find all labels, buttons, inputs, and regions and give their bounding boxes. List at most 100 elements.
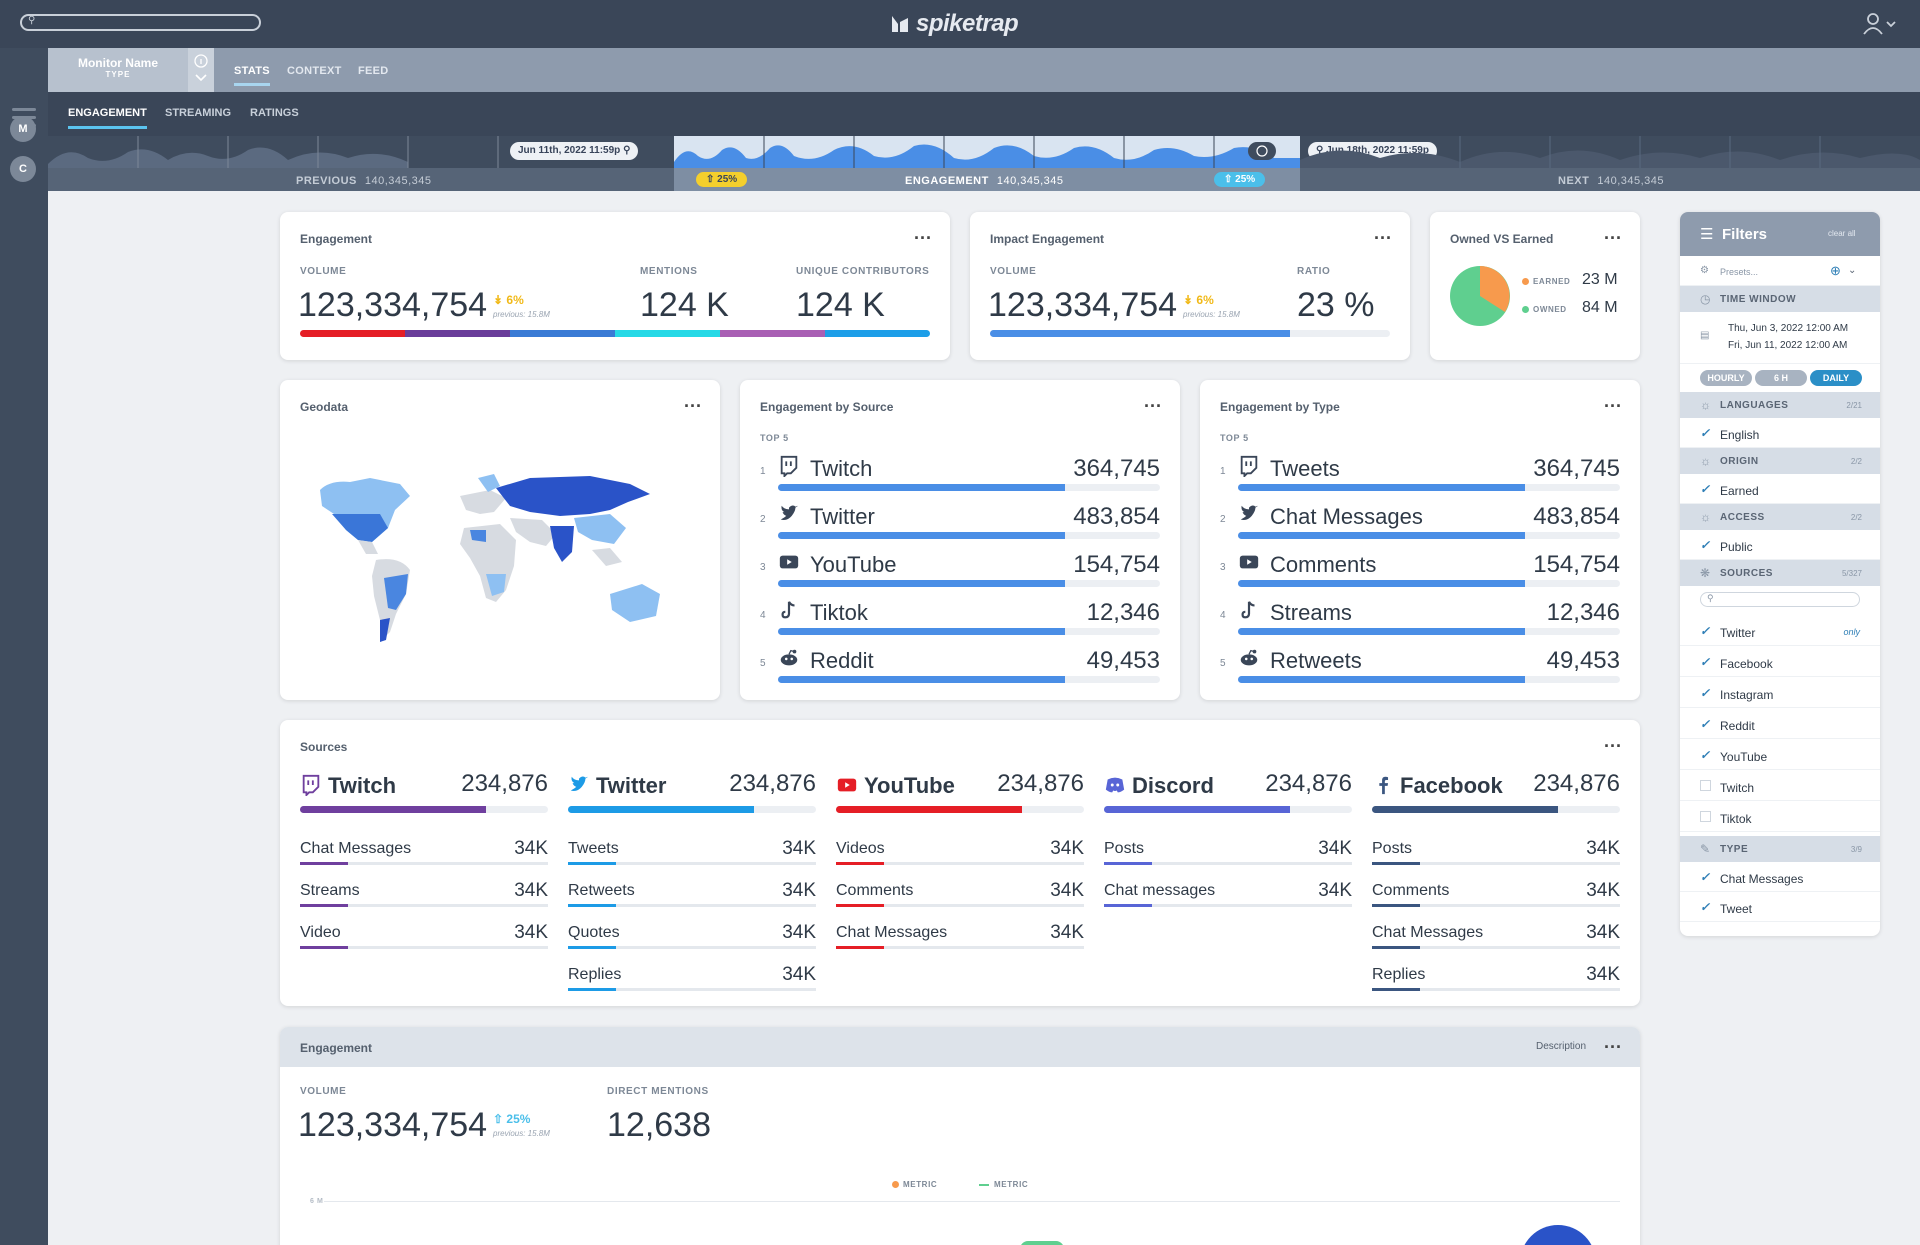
filter-option[interactable]: ✓ Public bbox=[1680, 530, 1880, 560]
ranking-row[interactable]: 5 Reddit 49,453 bbox=[740, 647, 1180, 691]
item-value: 483,854 bbox=[1533, 503, 1620, 530]
item-name: Streams bbox=[1270, 600, 1352, 625]
ranking-row[interactable]: 5 Retweets 49,453 bbox=[1200, 647, 1640, 691]
ranking-row[interactable]: 3 YouTube 154,754 bbox=[740, 551, 1180, 595]
source-column-discord[interactable]: Discord 234,876 Posts 34K Chat messages 34K bbox=[1104, 770, 1352, 1000]
start-date: Jun 11th, 2022 11:59p bbox=[518, 145, 621, 156]
ranking-row[interactable]: 4 Streams 12,346 bbox=[1200, 599, 1640, 643]
chevron-down-icon[interactable]: ⌄ bbox=[1848, 265, 1857, 276]
tab-feed[interactable]: FEED bbox=[358, 65, 389, 77]
ranking-row[interactable]: 4 Tiktok 12,346 bbox=[740, 599, 1180, 643]
presets-select[interactable]: ⚙ Presets... ⊕ ⌄ bbox=[1680, 256, 1880, 286]
checkbox-empty[interactable] bbox=[1700, 811, 1711, 822]
workspace-avatar-c[interactable]: C bbox=[10, 156, 36, 182]
volume-label: VOLUME bbox=[300, 1086, 347, 1097]
more-icon[interactable]: ... bbox=[1604, 731, 1623, 751]
more-icon[interactable]: ... bbox=[684, 391, 703, 411]
source-column-youtube[interactable]: YouTube 234,876 Videos 34K Comments 34K Chat M… bbox=[836, 770, 1084, 1000]
rank-number: 3 bbox=[1220, 562, 1226, 573]
source-column-twitch[interactable]: Twitch 234,876 Chat Messages 34K Streams 34K V… bbox=[300, 770, 548, 1000]
item-bar bbox=[1238, 484, 1620, 491]
type-section[interactable]: ✎ TYPE 3/9 bbox=[1680, 836, 1880, 862]
engagement-summary: ENGAGEMENT 140,345,345 bbox=[905, 175, 1064, 187]
sub-metric-value: 34K bbox=[1050, 880, 1084, 901]
item-value: 49,453 bbox=[1086, 647, 1160, 674]
more-icon[interactable]: ... bbox=[1604, 1032, 1623, 1052]
only-link[interactable]: only bbox=[1843, 627, 1860, 637]
source-filter-option[interactable]: ✓ Reddit bbox=[1680, 709, 1880, 739]
access-section[interactable]: ☼ ACCESS 2/2 bbox=[1680, 504, 1880, 530]
sources-search-input[interactable]: ⚲ bbox=[1700, 592, 1860, 607]
world-map[interactable] bbox=[310, 470, 700, 660]
granularity-hourly[interactable]: HOURLY bbox=[1700, 370, 1752, 386]
start-date-pill[interactable]: Jun 11th, 2022 11:59p ⚲ bbox=[510, 142, 639, 160]
tab-context[interactable]: CONTEXT bbox=[287, 65, 342, 77]
granularity-daily[interactable]: DAILY bbox=[1810, 370, 1862, 386]
source-filter-label: Tiktok bbox=[1720, 812, 1752, 826]
tiktok-icon bbox=[781, 601, 795, 619]
granularity-toggle: HOURLY 6 H DAILY bbox=[1680, 364, 1880, 392]
card-title: Engagement bbox=[300, 232, 373, 246]
ranking-row[interactable]: 2 Chat Messages 483,854 bbox=[1200, 503, 1640, 547]
sub-metric-name: Retweets bbox=[568, 882, 635, 899]
sub-metric-bar bbox=[300, 904, 548, 907]
user-menu[interactable] bbox=[1862, 12, 1902, 36]
granularity-6h[interactable]: 6 H bbox=[1755, 370, 1807, 386]
description-link[interactable]: Description bbox=[1536, 1041, 1587, 1052]
languages-section[interactable]: ☼ LANGUAGES 2/21 bbox=[1680, 392, 1880, 418]
source-filter-option[interactable]: ✓ YouTube bbox=[1680, 740, 1880, 770]
stats-subtabs: ENGAGEMENT STREAMING RATINGS bbox=[48, 92, 1920, 136]
filter-option[interactable]: ✓ Tweet bbox=[1680, 892, 1880, 922]
source-column-twitter[interactable]: Twitter 234,876 Tweets 34K Retweets 34K Quotes… bbox=[568, 770, 816, 1000]
filter-option[interactable]: ✓ English bbox=[1680, 418, 1880, 448]
time-window-section[interactable]: ◷ TIME WINDOW bbox=[1680, 286, 1880, 312]
timeline-scrubber[interactable]: Jun 11th, 2022 11:59p ⚲ ⚲ Jun 18th, 2022… bbox=[48, 136, 1920, 191]
sources-section[interactable]: ❋ SOURCES 5/327 bbox=[1680, 560, 1880, 586]
ranking-row[interactable]: 1 Tweets 364,745 bbox=[1200, 455, 1640, 499]
source-filter-option[interactable]: Twitch bbox=[1680, 771, 1880, 801]
sub-metric-value: 34K bbox=[1586, 838, 1620, 859]
sub-metric-name: Videos bbox=[836, 840, 885, 857]
monitor-selector[interactable]: Monitor Name TYPE bbox=[48, 48, 188, 92]
rank-number: 4 bbox=[760, 610, 766, 621]
source-column-facebook[interactable]: Facebook 234,876 Posts 34K Comments 34K Chat M… bbox=[1372, 770, 1620, 1000]
item-name: Reddit bbox=[810, 648, 874, 673]
previous-value: previous: 15.8M bbox=[1183, 310, 1240, 319]
selected-range[interactable] bbox=[674, 136, 1300, 191]
filter-option[interactable]: ✓ Chat Messages bbox=[1680, 862, 1880, 892]
checkbox-empty[interactable] bbox=[1700, 780, 1711, 791]
ranking-row[interactable]: 2 Twitter 483,854 bbox=[740, 503, 1180, 547]
source-filter-option[interactable]: Tiktok bbox=[1680, 802, 1880, 832]
tab-streaming[interactable]: STREAMING bbox=[165, 107, 231, 119]
add-preset-icon[interactable]: ⊕ bbox=[1830, 263, 1841, 278]
owned-earned-pie bbox=[1450, 266, 1510, 326]
more-icon[interactable]: ... bbox=[1374, 223, 1393, 243]
more-icon[interactable]: ... bbox=[1604, 223, 1623, 243]
tab-stats[interactable]: STATS bbox=[234, 65, 270, 86]
search-input[interactable]: ⚲ bbox=[20, 14, 261, 31]
more-icon[interactable]: ... bbox=[1604, 391, 1623, 411]
more-icon[interactable]: ... bbox=[914, 223, 933, 243]
monitor-bar: Monitor Name TYPE STATS CONTEXT FEED bbox=[48, 48, 1920, 92]
engagement-segment-bar bbox=[300, 330, 930, 337]
filter-option[interactable]: ✓ Earned bbox=[1680, 474, 1880, 504]
origin-section[interactable]: ☼ ORIGIN 2/2 bbox=[1680, 448, 1880, 474]
source-filter-option[interactable]: ✓ Facebook bbox=[1680, 647, 1880, 677]
source-filter-option[interactable]: ✓ Instagram bbox=[1680, 678, 1880, 708]
tab-engagement[interactable]: ENGAGEMENT bbox=[68, 107, 147, 129]
monitor-dropdown[interactable] bbox=[188, 48, 214, 92]
ranking-row[interactable]: 1 Twitch 364,745 bbox=[740, 455, 1180, 499]
info-icon[interactable] bbox=[1248, 142, 1276, 160]
workspace-avatar-m[interactable]: M bbox=[10, 116, 36, 142]
more-icon[interactable]: ... bbox=[1144, 391, 1163, 411]
volume-delta: ⇧ 25% bbox=[493, 1112, 531, 1126]
tab-ratings[interactable]: RATINGS bbox=[250, 107, 299, 119]
time-window-range[interactable]: ▤ Thu, Jun 3, 2022 12:00 AM Fri, Jun 11,… bbox=[1680, 312, 1880, 364]
sub-metric-bar bbox=[1372, 904, 1620, 907]
source-filter-option[interactable]: ✓ Twitter only bbox=[1680, 616, 1880, 646]
clear-all-link[interactable]: clear all bbox=[1828, 229, 1856, 238]
sub-metric-bar bbox=[300, 862, 548, 865]
sub-metric-name: Replies bbox=[1372, 966, 1426, 983]
sub-metric-bar bbox=[568, 904, 816, 907]
ranking-row[interactable]: 3 Comments 154,754 bbox=[1200, 551, 1640, 595]
